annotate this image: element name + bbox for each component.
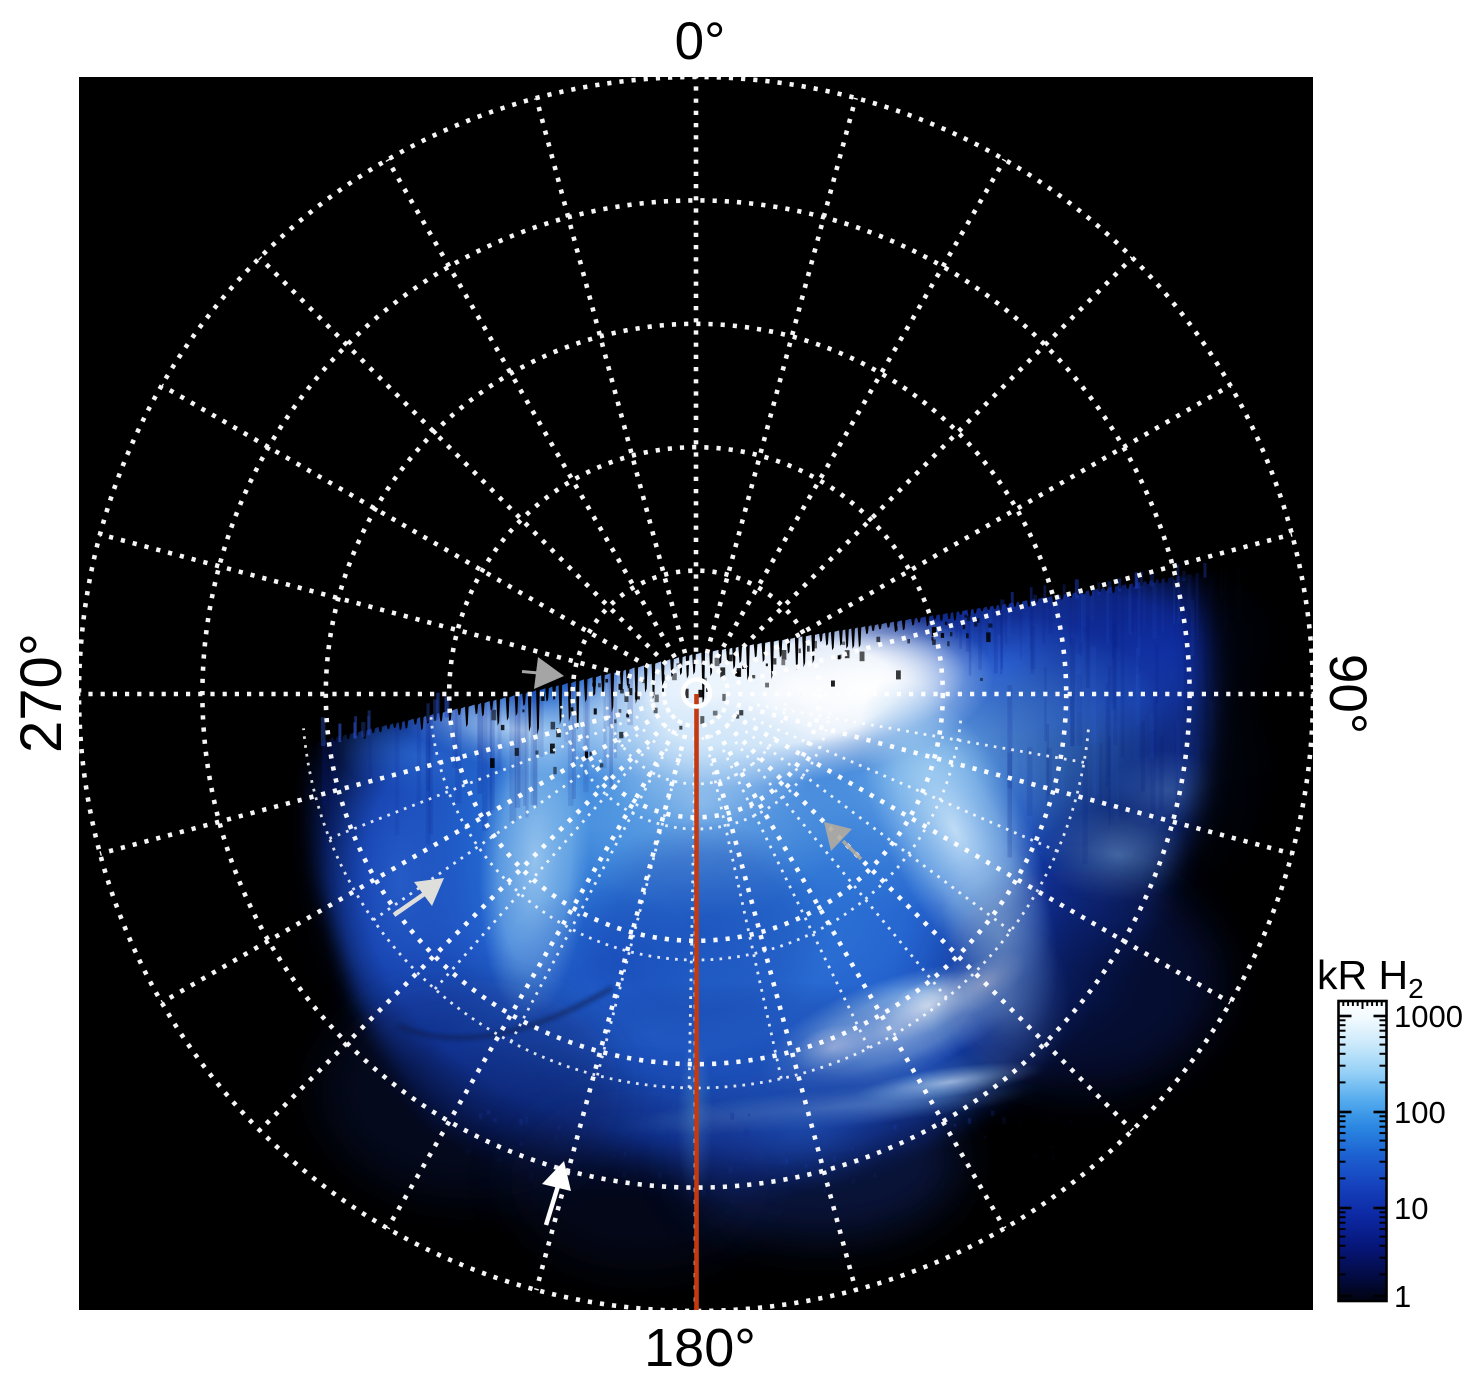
svg-text:1000: 1000 <box>1394 999 1463 1034</box>
svg-text:100: 100 <box>1394 1095 1446 1130</box>
svg-text:180°: 180° <box>644 1318 756 1378</box>
svg-text:90°: 90° <box>1318 654 1377 734</box>
svg-text:0°: 0° <box>675 12 726 71</box>
svg-text:270°: 270° <box>9 633 74 753</box>
svg-text:1: 1 <box>1394 1279 1411 1314</box>
svg-text:kR H2: kR H2 <box>1317 952 1424 1004</box>
svg-text:10: 10 <box>1394 1191 1428 1226</box>
